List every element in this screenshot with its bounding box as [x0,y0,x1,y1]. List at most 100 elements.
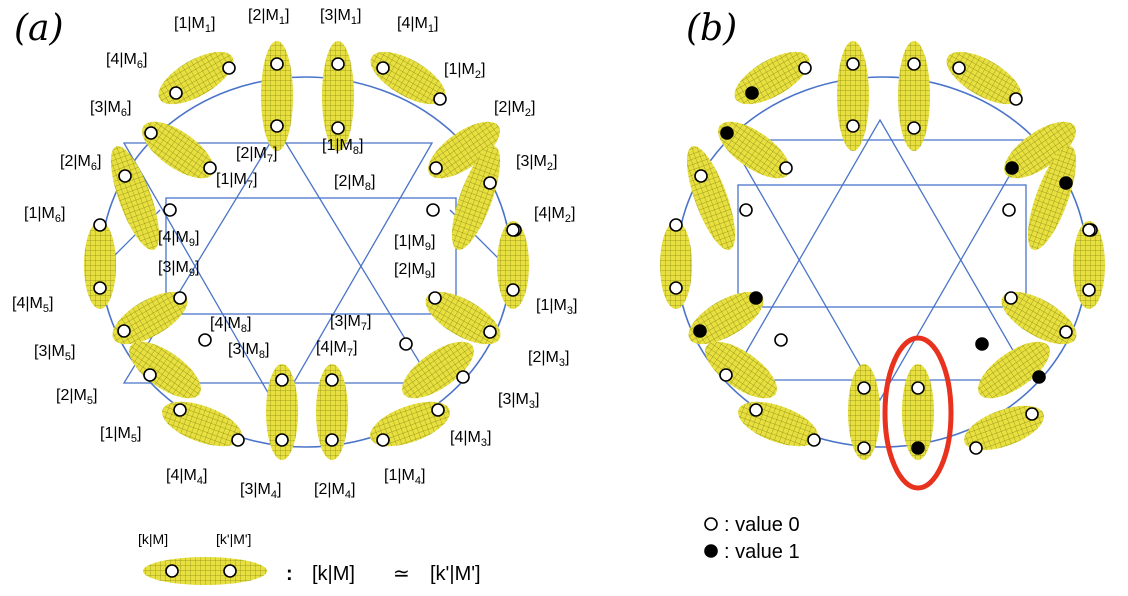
element-label: [4|M6] [106,51,147,71]
element-ellipse [112,291,188,345]
element-ellipse [425,291,501,345]
value-dot [745,86,759,100]
value-dot [720,126,734,140]
value-dot [431,403,445,417]
element-ellipse [316,364,348,460]
element-ellipse [705,341,777,399]
element-ellipse [370,401,450,447]
legend-dot-left [165,564,179,578]
value-dot [1004,291,1018,305]
element-label: [2|M1] [248,7,289,27]
value-dot [173,403,187,417]
legend-ellipse [143,557,267,585]
element-label: [3|M7] [330,313,371,333]
value-dot [846,57,860,71]
element-ellipse [497,221,529,309]
element-ellipse [1001,291,1077,345]
legend-b: : value 0 : value 1 [704,514,800,563]
value-dot [1032,370,1046,384]
value-dot [1005,161,1019,175]
value-dot [376,433,390,447]
element-ellipse [84,221,116,309]
value-dot [857,441,871,455]
element-ellipse [734,51,810,105]
element-ellipse [142,121,214,179]
legend-relation-left: [k|M] [312,563,355,585]
value-dot [163,203,177,217]
element-label: [3|M1] [320,7,361,27]
value-dot [1082,223,1096,237]
legend-dot-right [223,564,237,578]
element-label: [2|M2] [494,99,535,119]
value-dot [456,370,470,384]
value-dot [169,86,183,100]
value-dot [483,325,497,339]
inner-star-network-b [728,118,1032,402]
element-ellipse [946,51,1022,105]
value-dot [693,324,707,338]
legend-filled-dot-icon [704,544,718,558]
legend-right-label: [k'|M'] [216,531,251,547]
value-dot [1059,325,1073,339]
element-label: [1|M1] [174,15,215,35]
element-ellipse [898,41,930,151]
value-dot [117,324,131,338]
value-dot [807,433,821,447]
element-ellipse [837,41,869,151]
value-dot [325,373,339,387]
value-dot [426,203,440,217]
value-dot [749,291,763,305]
element-ellipse [451,146,501,250]
element-ellipse [1004,121,1076,179]
element-label: [1|M7] [216,171,257,191]
element-ellipse [1027,146,1077,250]
element-label: [3|M3] [498,391,539,411]
element-ellipse [660,221,692,309]
value-dot [429,161,443,175]
value-dot [739,203,753,217]
legend-value1-label: : value 1 [724,541,800,563]
element-ellipse [158,51,234,105]
element-label: [4|M1] [397,15,438,35]
element-ellipse [964,405,1044,451]
element-ellipse [129,341,201,399]
value-dot [433,92,447,106]
element-labels-a: [1|M1] [2|M1] [3|M1] [4|M1] [4|M6] [1|M2] [3|M… [12,7,577,501]
element-label: [4|M5] [12,295,53,315]
element-label: [3|M5] [34,343,75,363]
element-ellipse [738,401,818,447]
value-dot [798,61,812,75]
panel-a-diagram: [1|M1] [2|M1] [3|M1] [4|M1] [4|M6] [1|M2] [3|M… [12,7,577,501]
value-dot [203,161,217,175]
value-dot [1002,203,1016,217]
value-dot [275,373,289,387]
value-dot [144,126,158,140]
value-dot [275,433,289,447]
value-dot [376,61,390,75]
value-dot [143,368,157,382]
element-ellipse [370,51,446,105]
panel-a-title: (a) [14,8,64,49]
value-dot [331,57,345,71]
legend-open-dot-icon [704,517,718,531]
element-ellipses-b [660,41,1105,460]
element-ellipse [1073,221,1105,309]
element-label: [1|M8] [322,137,363,157]
value-dot [846,119,860,133]
element-label: [2|M6] [60,153,101,173]
value-dot [694,169,708,183]
element-label: [4|M9] [158,229,199,249]
element-dots-b [669,57,1098,455]
value-dot [749,403,763,417]
element-label: [2|M8] [334,173,375,193]
element-ellipse [162,401,242,447]
value-dot [93,281,107,295]
panel-b-title: (b) [686,8,737,49]
value-dot [911,441,925,455]
element-label: [3|M2] [516,153,557,173]
value-dot [975,337,989,351]
value-dot [1059,176,1073,190]
element-label: [1|M4] [384,467,425,487]
highlight-ring [882,335,954,491]
